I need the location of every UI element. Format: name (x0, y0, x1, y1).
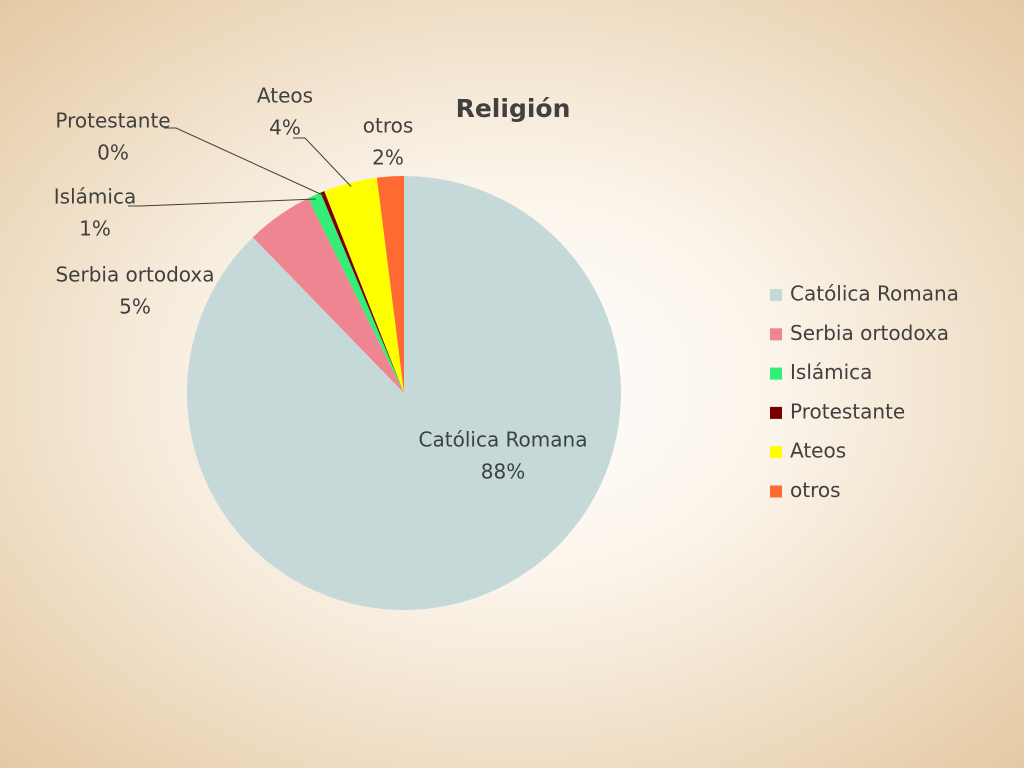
legend-label: Protestante (790, 399, 905, 423)
data-label-value: 5% (119, 295, 151, 319)
data-label-name: Serbia ortodoxa (55, 263, 214, 287)
legend-label: otros (790, 478, 841, 502)
pie-slice (252, 198, 404, 393)
data-label-name: Católica Romana (419, 428, 588, 452)
leader-line (293, 137, 352, 187)
pie-slice (320, 191, 404, 393)
legend-swatch (770, 289, 782, 301)
data-label-name: Protestante (55, 109, 170, 133)
chart-title: Religión (456, 94, 571, 123)
data-label-value: 4% (269, 116, 301, 140)
legend-swatch (770, 406, 782, 419)
leader-line (164, 127, 325, 197)
pie-slice (376, 176, 404, 393)
data-label-name: otros (363, 114, 414, 138)
data-label-name: Islámica (54, 185, 136, 209)
pie-slice (308, 192, 404, 393)
legend-swatch (770, 328, 782, 341)
data-label-value: 1% (79, 217, 111, 241)
data-label-value: 0% (97, 141, 129, 165)
leader-line (128, 198, 317, 207)
legend-swatch (770, 367, 782, 380)
legend-label: Serbia ortodoxa (790, 321, 949, 345)
legend-label: Islámica (790, 360, 872, 384)
legend-label: Ateos (790, 439, 846, 463)
data-label-name: Ateos (257, 84, 313, 108)
data-label-value: 2% (372, 146, 404, 170)
data-label-value: 88% (481, 460, 525, 484)
legend-label: Católica Romana (790, 282, 959, 306)
legend-swatch (770, 485, 782, 498)
legend-swatch (770, 446, 782, 459)
pie-slice (324, 177, 404, 393)
